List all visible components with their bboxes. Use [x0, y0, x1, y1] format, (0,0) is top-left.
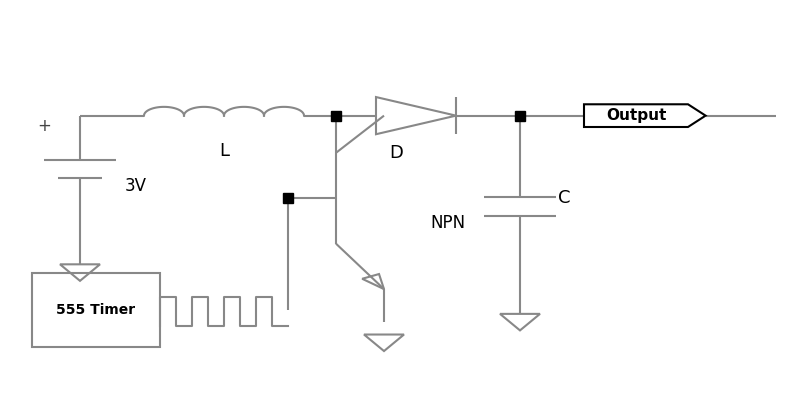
Text: C: C — [558, 189, 570, 207]
Text: 555 Timer: 555 Timer — [57, 303, 135, 317]
Text: +: + — [37, 117, 51, 135]
Text: L: L — [219, 142, 229, 160]
Text: D: D — [389, 144, 403, 162]
Text: Output: Output — [606, 108, 666, 123]
Text: 3V: 3V — [125, 177, 147, 195]
Text: NPN: NPN — [430, 214, 466, 232]
